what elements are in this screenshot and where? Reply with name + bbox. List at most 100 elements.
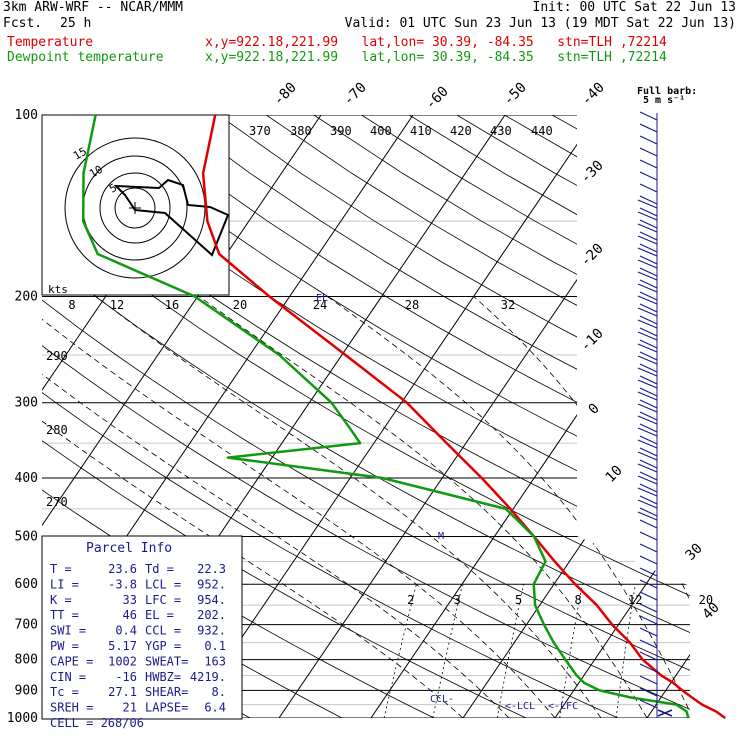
wind-barb bbox=[639, 195, 658, 205]
parcel-info-value: 163 bbox=[204, 654, 226, 668]
hodograph-ring-label: 10 bbox=[87, 163, 105, 181]
wind-barb bbox=[637, 199, 658, 209]
wind-barb bbox=[639, 423, 658, 433]
mixing-ratio-label: 8 bbox=[574, 593, 581, 607]
dry-adiabat-line bbox=[218, 115, 690, 718]
parcel-info-key: TT = bbox=[50, 608, 79, 622]
isotherm-label: 30 bbox=[683, 541, 706, 564]
wind-barb bbox=[639, 231, 658, 241]
parcel-info-value: 952. bbox=[197, 577, 226, 591]
fcst-value: 25 h bbox=[60, 16, 92, 31]
wind-barb bbox=[637, 355, 658, 365]
wind-speed-label: 12 bbox=[110, 298, 124, 312]
parcel-info-value: 0.1 bbox=[204, 639, 226, 653]
wind-barb bbox=[637, 271, 658, 281]
theta-label: 430 bbox=[490, 124, 512, 138]
valid-time: Valid: 01 UTC Sun 23 Jun 13 (19 MDT Sat … bbox=[344, 16, 736, 31]
sounding-traces: CCL- <-LCL <-LFC EL M bbox=[81, 114, 726, 720]
wind-barb bbox=[637, 343, 658, 353]
wind-barb bbox=[639, 183, 658, 193]
wind-speed-label: 32 bbox=[501, 298, 515, 312]
parcel-info-key: SREH = bbox=[50, 701, 93, 715]
wind-barb bbox=[637, 487, 658, 497]
parcel-info-value: 1002 bbox=[108, 654, 137, 668]
moist-adiabat-line bbox=[473, 296, 690, 718]
dewpoint-location: x,y=922.18,221.99 lat,lon= 30.39, -84.35… bbox=[205, 50, 667, 65]
wind-barb bbox=[639, 147, 658, 157]
parcel-info-value: 22.3 bbox=[197, 562, 226, 576]
parcel-info-key: YGP = bbox=[145, 639, 181, 653]
wind-barb bbox=[639, 315, 658, 325]
pressure-tick-label: 1000 bbox=[7, 711, 38, 726]
wind-barb bbox=[639, 159, 658, 169]
parcel-info-key: PW = bbox=[50, 639, 79, 653]
parcel-info-key: T = bbox=[50, 562, 72, 576]
init-time: Init: 00 UTC Sat 22 Jun 13 bbox=[532, 0, 737, 15]
dry-adiabat-line bbox=[42, 115, 690, 718]
parcel-info-value: 6.4 bbox=[204, 701, 226, 715]
m-marker: M bbox=[438, 531, 444, 542]
parcel-info-value: -3.8 bbox=[108, 577, 137, 591]
wind-barb bbox=[637, 391, 658, 401]
wind-barb bbox=[639, 699, 658, 709]
parcel-info-key: LCL = bbox=[145, 577, 181, 591]
wind-barb bbox=[637, 367, 658, 377]
wind-barb bbox=[639, 387, 658, 397]
wind-speed-label: 16 bbox=[165, 298, 179, 312]
moist-adiabat-line bbox=[607, 296, 690, 718]
wind-barb bbox=[639, 687, 658, 697]
wind-barb bbox=[637, 451, 658, 461]
parcel-info-value: 46 bbox=[123, 608, 137, 622]
wind-barb bbox=[637, 319, 658, 329]
temperature-location: x,y=922.18,221.99 lat,lon= 30.39, -84.35… bbox=[205, 35, 667, 50]
ccl-marker: CCL- bbox=[430, 694, 454, 705]
wind-speed-label: 20 bbox=[233, 298, 247, 312]
isotherm-label: -40 bbox=[579, 80, 608, 109]
isotherm-line bbox=[186, 115, 598, 718]
isotherm-label: -30 bbox=[578, 158, 607, 187]
wind-barb bbox=[637, 439, 658, 449]
lcl-marker: <-LCL bbox=[505, 701, 535, 712]
pressure-tick-label: 900 bbox=[15, 683, 38, 698]
temperature-legend-label: Temperature bbox=[7, 35, 94, 50]
wind-barb bbox=[637, 223, 658, 233]
wind-barb bbox=[637, 211, 658, 221]
background-grid bbox=[42, 115, 690, 718]
wind-barb bbox=[639, 543, 658, 553]
parcel-info-key: EL = bbox=[145, 608, 174, 622]
barbs-header: 5 m s⁻¹ bbox=[643, 95, 685, 106]
parcel-info-key: CIN = bbox=[50, 670, 86, 684]
hodograph-ring bbox=[99, 172, 171, 244]
wind-barb bbox=[639, 411, 658, 421]
isotherm-line bbox=[646, 115, 690, 718]
theta-label: 410 bbox=[410, 124, 432, 138]
parcel-info-title: Parcel Info bbox=[86, 541, 172, 556]
fcst-label: Fcst. bbox=[3, 16, 43, 31]
wind-barb bbox=[639, 255, 658, 265]
wind-barb bbox=[637, 283, 658, 293]
theta-label: 400 bbox=[370, 124, 392, 138]
isotherm-label: -20 bbox=[578, 241, 607, 270]
wind-barb bbox=[639, 267, 658, 277]
wind-barb bbox=[639, 279, 658, 289]
wind-barb bbox=[637, 259, 658, 269]
isotherm-line bbox=[554, 115, 690, 718]
parcel-info-key: SWI = bbox=[50, 624, 86, 638]
wind-barb bbox=[637, 295, 658, 305]
header: 3km ARW-WRF -- NCAR/MMM Init: 00 UTC Sat… bbox=[0, 0, 740, 70]
dry-adiabat-line bbox=[456, 115, 690, 718]
wind-barb bbox=[637, 403, 658, 413]
parcel-info-key: LFC = bbox=[145, 593, 181, 607]
parcel-info-value: 8. bbox=[212, 685, 226, 699]
moist-adiabat-line bbox=[42, 296, 464, 718]
temperature-line bbox=[201, 114, 726, 720]
parcel-info-frame bbox=[41, 535, 243, 720]
isotherm-line bbox=[42, 115, 322, 718]
dry-adiabat-line bbox=[42, 115, 619, 718]
wind-barb bbox=[637, 463, 658, 473]
parcel-info-value: 5.17 bbox=[108, 639, 137, 653]
wind-barb bbox=[637, 235, 658, 245]
dry-adiabat-line bbox=[313, 115, 690, 718]
isotherm-label: -70 bbox=[341, 80, 370, 109]
hodograph-unit: kts bbox=[48, 283, 68, 296]
